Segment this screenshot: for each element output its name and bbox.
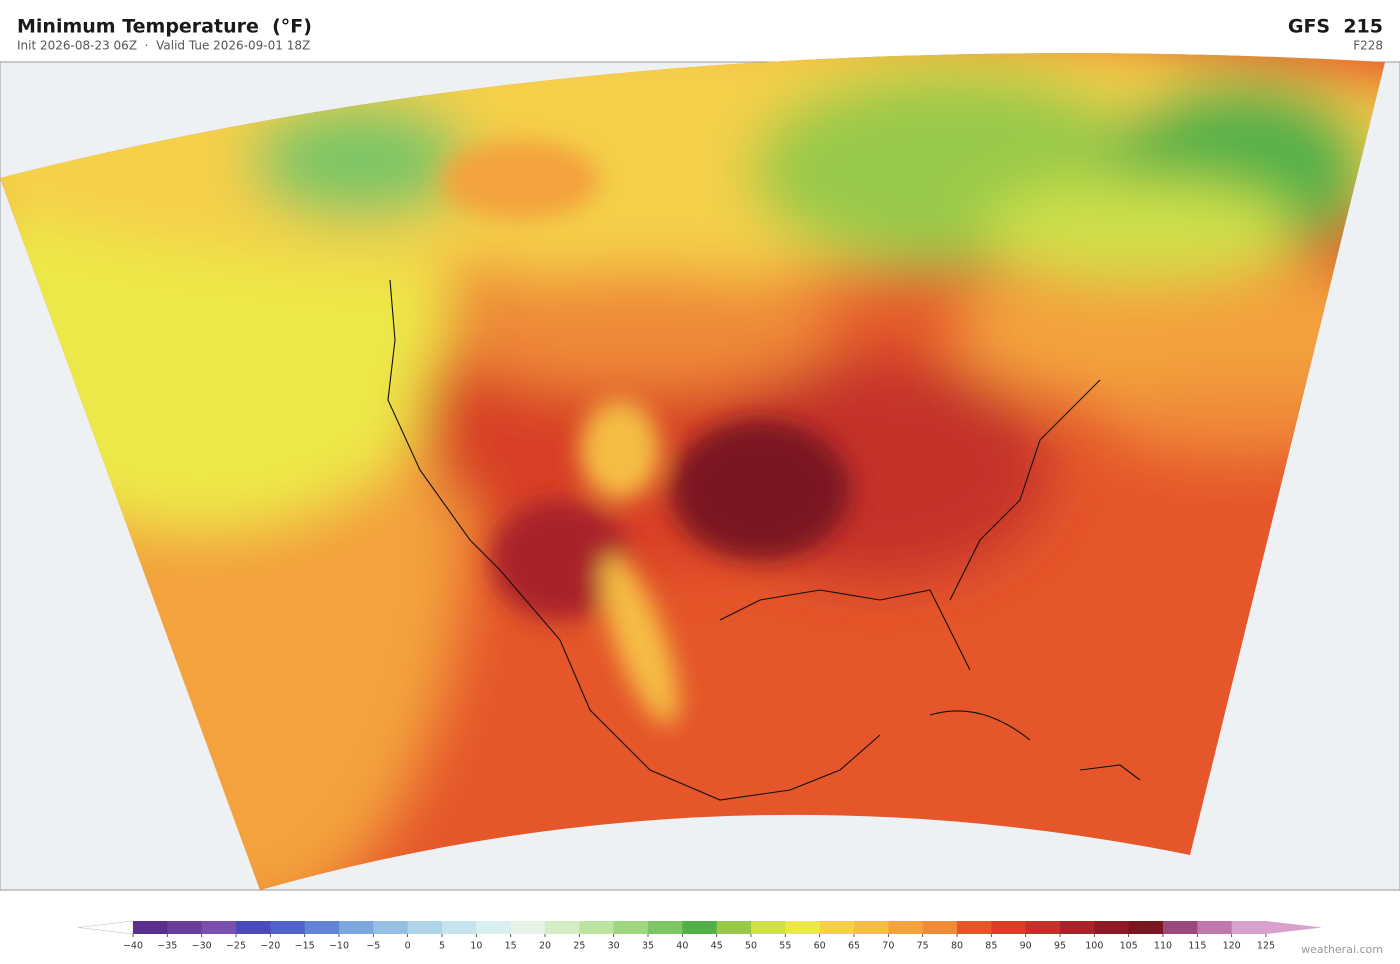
colorbar-tick-label: 45 — [711, 941, 723, 952]
colorbar-tick-label: −40 — [123, 941, 143, 952]
colorbar-segment — [682, 921, 718, 934]
colorbar-tick-label: 5 — [439, 941, 445, 952]
colorbar-tick-label: −35 — [157, 941, 177, 952]
colorbar-segment — [201, 921, 237, 934]
colorbar-tick-label: −5 — [366, 941, 380, 952]
colorbar-segment — [1025, 921, 1061, 934]
colorbar-segment — [648, 921, 683, 934]
colorbar-tick-label: 95 — [1054, 941, 1066, 952]
colorbar-segment — [442, 921, 477, 934]
colorbar-tick-label: 50 — [745, 941, 757, 952]
colorbar-tick-label: 30 — [608, 941, 620, 952]
colorbar-tick-label: 65 — [848, 941, 860, 952]
colorbar-segment — [579, 921, 615, 934]
colorbar-segment — [1128, 921, 1164, 934]
colorbar-segment — [545, 921, 580, 934]
colorbar-segment — [888, 921, 924, 934]
colorbar-tick-label: 120 — [1223, 941, 1241, 952]
colorbar-segment — [922, 921, 958, 934]
colorbar-segment — [1231, 921, 1267, 934]
colorbar-segment — [236, 921, 271, 934]
frame-label: F228 — [1353, 39, 1383, 53]
model-label: GFS 215 — [1288, 16, 1383, 38]
colorbar-tick-label: 100 — [1085, 941, 1103, 952]
colorbar-tick-label: 20 — [539, 941, 551, 952]
colorbar-tick-label: −15 — [295, 941, 315, 952]
colorbar-tick-label: 75 — [917, 941, 929, 952]
colorbar-tick-label: −30 — [192, 941, 212, 952]
colorbar-tick-label: 105 — [1120, 941, 1138, 952]
colorbar-tick-label: 25 — [573, 941, 585, 952]
colorbar-tick-label: 110 — [1154, 941, 1172, 952]
colorbar-tick-label: 125 — [1257, 941, 1275, 952]
colorbar-segment — [510, 921, 546, 934]
colorbar-tick-label: 115 — [1188, 941, 1206, 952]
colorbar-segment — [785, 921, 821, 934]
colorbar-segment — [339, 921, 374, 934]
colorbar-segment — [167, 921, 203, 934]
colorbar-segment — [270, 921, 306, 934]
colorbar-tick-label: 70 — [882, 941, 894, 952]
colorbar-tick-label: −10 — [329, 941, 349, 952]
colorbar-tick-label: −20 — [260, 941, 280, 952]
colorbar-tick-label: −25 — [226, 941, 246, 952]
colorbar-segment — [1197, 921, 1233, 934]
temperature-field — [0, 53, 1385, 891]
colorbar-tick-label: 85 — [985, 941, 997, 952]
colorbar-segment — [613, 921, 649, 934]
colorbar-tick-label: 40 — [676, 941, 688, 952]
coastlines — [387, 279, 1141, 801]
colorbar-tick-label: 60 — [814, 941, 826, 952]
colorbar: −40 −35 −30 −25 −20 −15 −10 −5 0 5 10 15 20 25 30 35 40 4… — [77, 920, 1322, 952]
colorbar-segment — [1094, 921, 1130, 934]
colorbar-segment — [991, 921, 1027, 934]
colorbar-tick-label: 10 — [470, 941, 482, 952]
colorbar-segment — [304, 921, 340, 934]
colorbar-segment — [1163, 921, 1198, 934]
colorbar-segment — [1060, 921, 1095, 934]
colorbar-segment — [957, 921, 992, 934]
colorbar-segment — [751, 921, 786, 934]
colorbar-segment — [373, 921, 409, 934]
colorbar-tick-label: 35 — [642, 941, 654, 952]
colorbar-segment — [407, 921, 443, 934]
colorbar-tick-label: 0 — [405, 941, 411, 952]
credit: weatherai.com — [1301, 943, 1383, 956]
colorbar-tick-label: 15 — [505, 941, 517, 952]
colorbar-segment — [476, 921, 512, 934]
colorbar-segment — [133, 921, 168, 934]
colorbar-tick-label: 80 — [951, 941, 963, 952]
map — [0, 53, 1400, 891]
colorbar-segment — [716, 921, 752, 934]
colorbar-over — [1266, 921, 1322, 934]
colorbar-under — [77, 920, 134, 935]
colorbar-tick-label: 90 — [1020, 941, 1032, 952]
subtitle: Init 2026-08-23 06Z · Valid Tue 2026-09-… — [17, 39, 310, 53]
colorbar-segment — [854, 921, 889, 934]
title: Minimum Temperature (°F) — [17, 16, 312, 38]
colorbar-tick-label: 55 — [779, 941, 791, 952]
colorbar-segment — [819, 921, 855, 934]
